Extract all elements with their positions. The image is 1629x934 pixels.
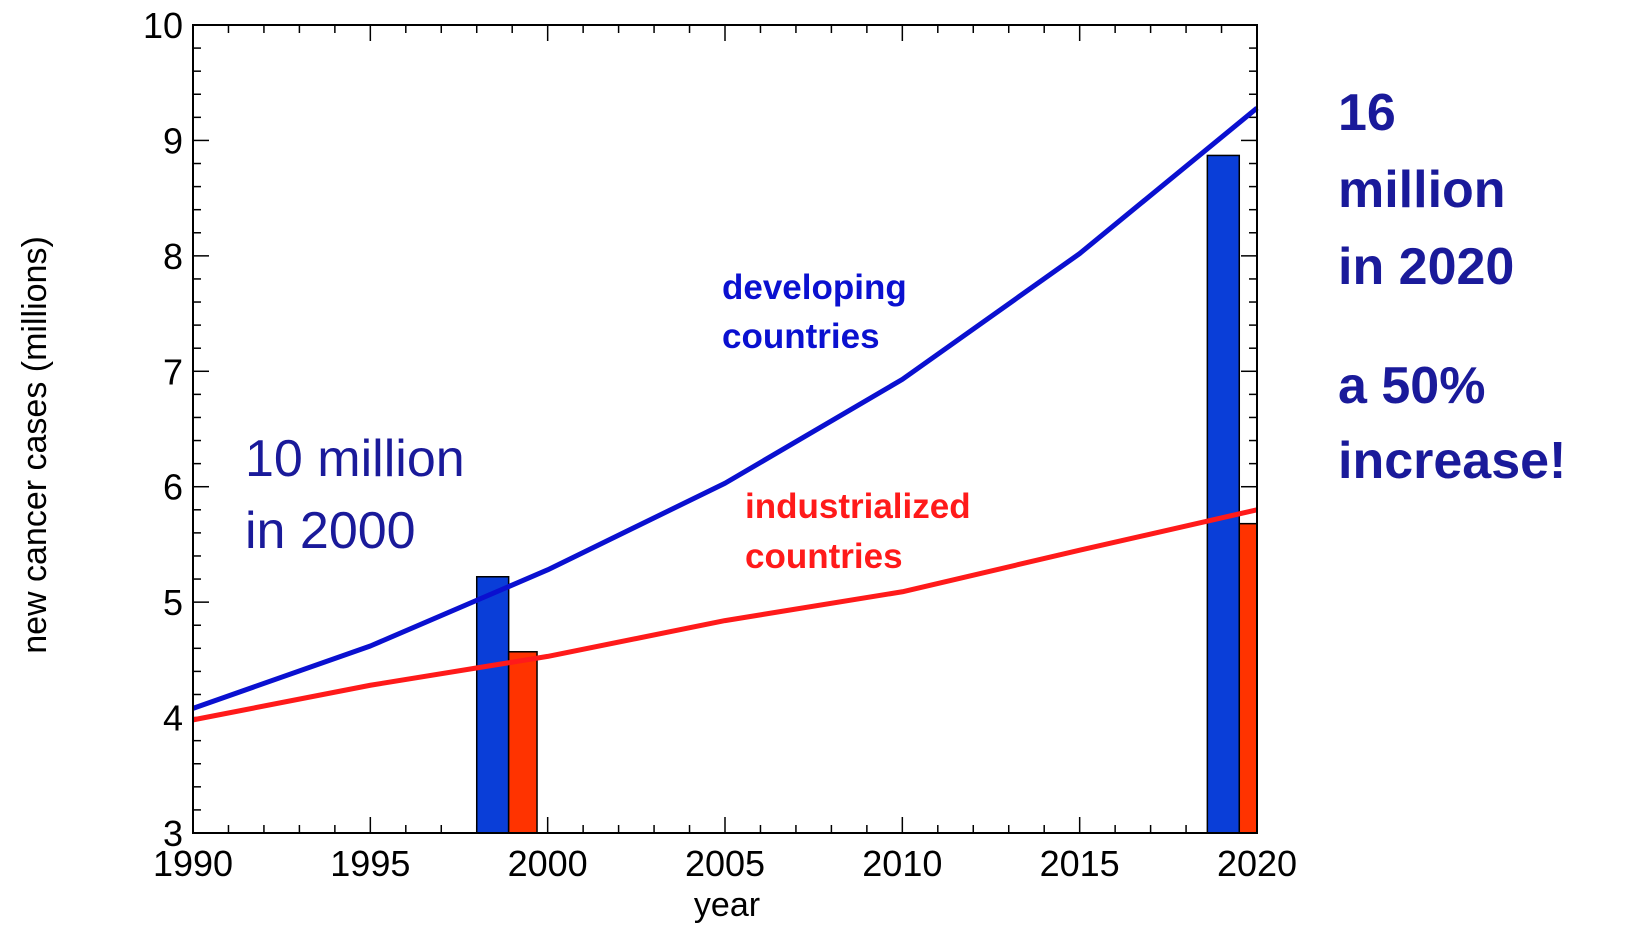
left-note-line-1: 10 million [245, 430, 465, 488]
x-tick-label: 2005 [685, 843, 765, 884]
right-note-line-4: a 50% [1338, 357, 1485, 415]
bar [1206, 154, 1241, 834]
developing-label-line-1: developing [722, 268, 907, 307]
y-tick-label: 3 [163, 813, 183, 854]
plot-frame [192, 24, 1258, 834]
x-axis-label: year [694, 886, 760, 924]
right-note-line-5: increase! [1338, 432, 1566, 490]
x-tick-label: 2015 [1040, 843, 1120, 884]
y-tick-label: 4 [163, 698, 183, 739]
industrialized-label-line-1: industrialized [745, 487, 971, 526]
x-tick-label: 1990 [153, 843, 233, 884]
tick-labels: 1990 1995 2000 2005 2010 2015 2020 3 4 5 6 7 8 9 10 [143, 5, 1297, 884]
y-tick-label: 9 [163, 120, 183, 161]
right-note-line-1: 16 [1338, 84, 1396, 142]
y-tick-label: 8 [163, 236, 183, 277]
series-line [192, 507, 1258, 723]
x-tick-label: 2010 [862, 843, 942, 884]
x-tick-label: 2000 [508, 843, 588, 884]
bar [475, 575, 510, 834]
developing-label-line-2: countries [722, 317, 880, 356]
y-tick-label: 7 [163, 351, 183, 392]
y-tick-label: 5 [163, 582, 183, 623]
y-tick-label: 10 [143, 5, 183, 46]
right-note-line-2: million [1338, 161, 1506, 219]
series-line [192, 106, 1259, 711]
right-note-line-3: in 2020 [1338, 238, 1514, 296]
bar [1238, 522, 1258, 834]
left-note-line-2: in 2000 [245, 502, 416, 560]
y-tick-label: 6 [163, 467, 183, 508]
y-axis-label: new cancer cases (millions) [16, 236, 54, 654]
x-tick-label: 1995 [330, 843, 410, 884]
series-lines [192, 106, 1259, 723]
axis-ticks [192, 24, 1258, 834]
bars [475, 154, 1258, 834]
bar [507, 651, 538, 834]
x-tick-label: 2020 [1217, 843, 1297, 884]
industrialized-label-line-2: countries [745, 537, 903, 576]
